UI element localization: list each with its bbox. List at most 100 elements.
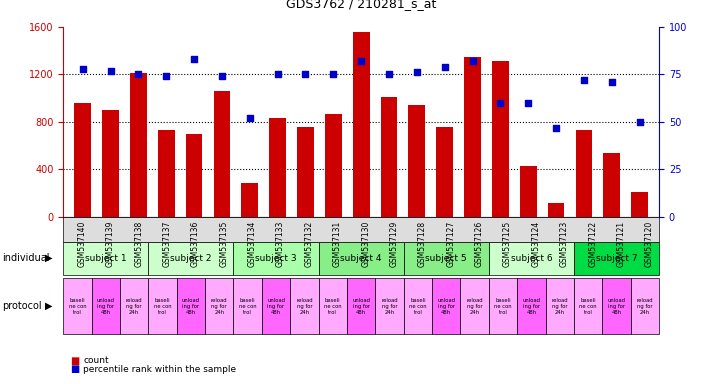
Point: [133, 71, 144, 78]
Text: individual: individual: [2, 253, 50, 263]
Text: subject 7: subject 7: [596, 254, 638, 263]
Bar: [381, 97, 397, 217]
Text: baseli
ne con
trol: baseli ne con trol: [239, 298, 256, 314]
Point: [244, 115, 256, 121]
Text: reload
ng for
24h: reload ng for 24h: [551, 298, 568, 314]
Text: GDS3762 / 210281_s_at: GDS3762 / 210281_s_at: [286, 0, 437, 10]
Point: [495, 100, 506, 106]
Point: [411, 70, 423, 76]
Point: [550, 124, 561, 131]
Text: baseli
ne con
trol: baseli ne con trol: [494, 298, 512, 314]
Text: baseli
ne con
trol: baseli ne con trol: [409, 298, 426, 314]
Text: GSM537131: GSM537131: [332, 221, 342, 267]
Text: percentile rank within the sample: percentile rank within the sample: [83, 365, 236, 374]
Bar: [548, 203, 564, 217]
Bar: [603, 153, 620, 217]
Text: GSM537133: GSM537133: [276, 221, 285, 267]
Text: GSM537121: GSM537121: [617, 221, 625, 267]
Text: subject 1: subject 1: [85, 254, 126, 263]
Text: GSM537136: GSM537136: [191, 221, 200, 267]
Bar: [465, 56, 481, 217]
Point: [77, 66, 88, 72]
Text: GSM537127: GSM537127: [447, 221, 455, 267]
Point: [523, 100, 534, 106]
Text: GSM537139: GSM537139: [106, 221, 115, 267]
Text: baseli
ne con
trol: baseli ne con trol: [579, 298, 597, 314]
Text: unload
ing for
48h: unload ing for 48h: [267, 298, 285, 314]
Point: [606, 79, 617, 85]
Bar: [325, 114, 342, 217]
Text: reload
ng for
24h: reload ng for 24h: [211, 298, 228, 314]
Text: GSM537132: GSM537132: [304, 221, 313, 267]
Text: GSM537126: GSM537126: [475, 221, 484, 267]
Text: GSM537134: GSM537134: [248, 221, 256, 267]
Text: unload
ing for
48h: unload ing for 48h: [607, 298, 625, 314]
Text: GSM537128: GSM537128: [418, 221, 427, 267]
Text: protocol: protocol: [2, 301, 42, 311]
Text: ▶: ▶: [45, 253, 52, 263]
Bar: [186, 134, 202, 217]
Text: reload
ng for
24h: reload ng for 24h: [637, 298, 653, 314]
Bar: [631, 192, 648, 217]
Text: GSM537125: GSM537125: [503, 221, 512, 267]
Text: baseli
ne con
trol: baseli ne con trol: [68, 298, 86, 314]
Point: [383, 71, 395, 78]
Text: ■: ■: [70, 356, 80, 366]
Text: subject 6: subject 6: [510, 254, 552, 263]
Point: [299, 71, 311, 78]
Text: GSM537129: GSM537129: [390, 221, 398, 267]
Text: unload
ing for
48h: unload ing for 48h: [523, 298, 541, 314]
Point: [188, 56, 200, 62]
Text: subject 3: subject 3: [255, 254, 297, 263]
Text: ▶: ▶: [45, 301, 52, 311]
Bar: [353, 31, 370, 217]
Text: count: count: [83, 356, 109, 366]
Point: [578, 77, 589, 83]
Text: reload
ng for
24h: reload ng for 24h: [126, 298, 142, 314]
Text: GSM537140: GSM537140: [78, 221, 86, 267]
Point: [105, 68, 116, 74]
Bar: [158, 130, 174, 217]
Bar: [437, 127, 453, 217]
Text: unload
ing for
48h: unload ing for 48h: [437, 298, 455, 314]
Text: GSM537135: GSM537135: [219, 221, 228, 267]
Text: GSM537130: GSM537130: [361, 221, 370, 267]
Bar: [130, 73, 146, 217]
Bar: [297, 127, 314, 217]
Text: unload
ing for
48h: unload ing for 48h: [352, 298, 370, 314]
Text: GSM537124: GSM537124: [531, 221, 541, 267]
Text: GSM537138: GSM537138: [134, 221, 143, 267]
Text: GSM537137: GSM537137: [162, 221, 172, 267]
Point: [439, 64, 450, 70]
Text: GSM537123: GSM537123: [560, 221, 569, 267]
Point: [355, 58, 367, 64]
Text: baseli
ne con
trol: baseli ne con trol: [154, 298, 172, 314]
Bar: [75, 103, 91, 217]
Bar: [576, 130, 592, 217]
Point: [161, 73, 172, 79]
Bar: [213, 91, 230, 217]
Bar: [492, 61, 509, 217]
Point: [467, 58, 478, 64]
Point: [272, 71, 284, 78]
Point: [327, 71, 339, 78]
Text: baseli
ne con
trol: baseli ne con trol: [324, 298, 342, 314]
Text: GSM537120: GSM537120: [645, 221, 654, 267]
Text: GSM537122: GSM537122: [588, 221, 597, 267]
Text: unload
ing for
48h: unload ing for 48h: [97, 298, 115, 314]
Text: subject 2: subject 2: [170, 254, 212, 263]
Point: [634, 119, 645, 125]
Bar: [409, 105, 425, 217]
Text: subject 5: subject 5: [426, 254, 467, 263]
Bar: [269, 118, 286, 217]
Text: unload
ing for
48h: unload ing for 48h: [182, 298, 200, 314]
Bar: [520, 166, 536, 217]
Text: reload
ng for
24h: reload ng for 24h: [296, 298, 313, 314]
Bar: [241, 182, 258, 217]
Text: subject 4: subject 4: [340, 254, 382, 263]
Text: reload
ng for
24h: reload ng for 24h: [381, 298, 398, 314]
Point: [216, 73, 228, 79]
Text: reload
ng for
24h: reload ng for 24h: [467, 298, 483, 314]
Text: ■: ■: [70, 364, 80, 374]
Bar: [102, 110, 119, 217]
